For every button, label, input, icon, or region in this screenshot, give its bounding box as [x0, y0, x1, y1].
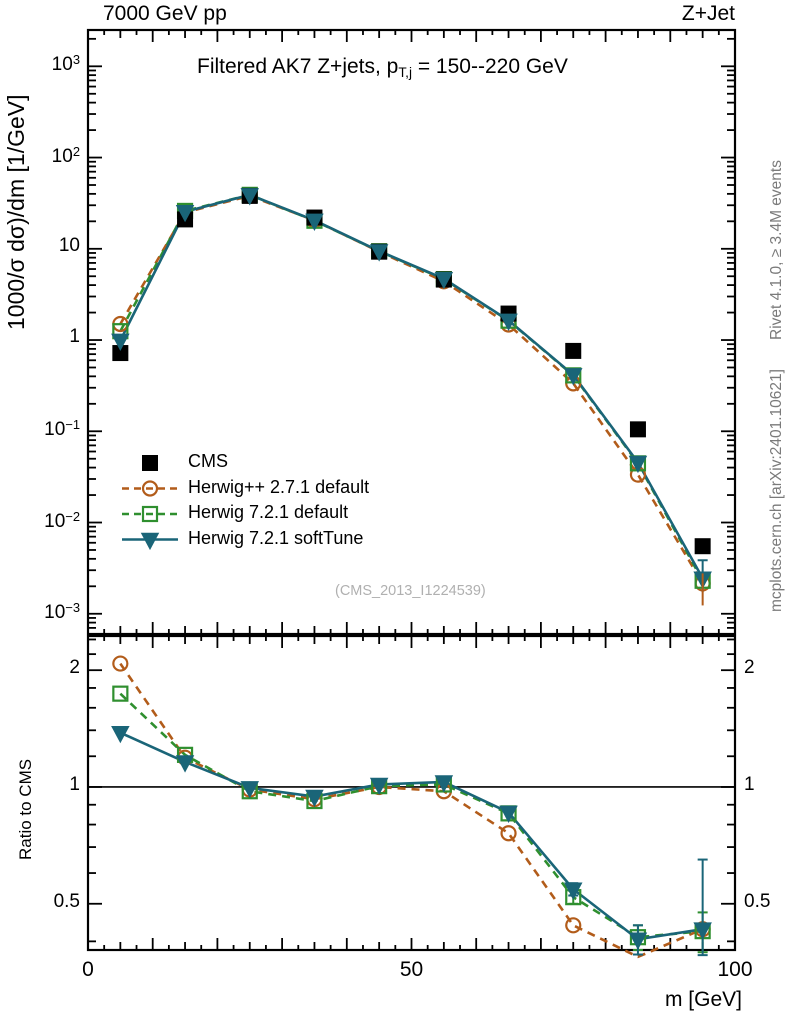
data-marker-triangle-down — [369, 244, 389, 262]
data-marker-square-open — [112, 685, 129, 702]
plot-title: Filtered AK7 Z+jets, pT,j = 150--220 GeV — [197, 55, 568, 80]
ratio-y-tick-label-right-0: 2 — [744, 657, 755, 679]
main-y-tick-label-6: 10−3 — [44, 599, 80, 623]
ratio-y-tick-label-right-2: 0.5 — [744, 890, 771, 912]
legend-label-1: Herwig++ 2.7.1 default — [188, 476, 370, 497]
main-y-tick-label-1: 102 — [51, 143, 80, 167]
data-marker-triangle-down — [499, 313, 518, 332]
data-marker-square-filled — [565, 342, 582, 359]
ratio-y-tick-label-left-2: 0.5 — [53, 890, 80, 912]
data-marker-triangle-down — [693, 922, 712, 940]
data-marker-triangle-down — [111, 725, 130, 744]
data-marker-triangle-down — [434, 271, 454, 290]
main-y-tick-label-3: 1 — [69, 326, 80, 348]
legend-label-2: Herwig 7.2.1 default — [188, 502, 349, 522]
data-marker-square-filled — [142, 455, 158, 471]
ratio-y-tick-label-left-0: 2 — [69, 657, 80, 679]
data-marker-triangle-down — [564, 368, 583, 386]
analysis-id-watermark: (CMS_2013_I1224539) — [335, 583, 486, 599]
ratio-panel-frame — [86, 634, 737, 952]
data-marker-triangle-down — [240, 781, 259, 799]
data-marker-triangle-down — [175, 204, 195, 223]
data-marker-triangle-down — [499, 805, 518, 823]
data-marker-triangle-down — [369, 777, 389, 796]
ratio-y-tick-label-right-1: 1 — [744, 773, 755, 795]
ratio-series-line — [119, 662, 704, 959]
plot-title-sub: T,j — [398, 64, 412, 80]
data-marker-triangle-down — [175, 755, 195, 773]
data-marker-triangle-down — [240, 188, 259, 206]
data-marker-circle-open — [112, 655, 129, 672]
data-marker-triangle-down — [111, 333, 130, 352]
series-line — [119, 193, 704, 579]
plot-title-post: = 150--220 GeV — [412, 55, 568, 78]
data-marker-circle-open — [141, 480, 159, 497]
x-tick-label-2: 100 — [717, 958, 753, 981]
data-marker-circle-open — [565, 917, 582, 934]
data-marker-square-filled — [112, 345, 129, 362]
x-axis-label: m [GeV] — [664, 988, 742, 1011]
data-marker-triangle-down — [628, 455, 648, 474]
data-marker-triangle-down — [564, 882, 583, 900]
ratio-y-tick-label-left-1: 1 — [69, 773, 80, 795]
data-marker-square-open — [141, 505, 159, 523]
data-marker-triangle-down — [628, 932, 648, 950]
plot-title-pre: Filtered AK7 Z+jets, p — [197, 55, 399, 78]
main-y-tick-label-4: 10−1 — [44, 417, 80, 441]
data-marker-triangle-down — [434, 775, 454, 793]
main-y-tick-label-0: 103 — [51, 52, 80, 76]
legend-label-3: Herwig 7.2.1 softTune — [188, 527, 364, 548]
data-marker-circle-open — [500, 825, 517, 842]
ratio-series-line — [119, 692, 703, 939]
legend-label-0: CMS — [188, 451, 228, 471]
x-tick-label-0: 0 — [82, 958, 94, 981]
header-process-label: Z+Jet — [681, 2, 735, 25]
main-y-tick-label-5: 10−2 — [44, 508, 80, 532]
x-tick-label-1: 50 — [399, 958, 424, 981]
data-marker-square-filled — [694, 538, 711, 555]
main-y-tick-label-2: 10 — [58, 234, 80, 256]
data-marker-triangle-down — [140, 532, 160, 551]
data-marker-square-filled — [629, 421, 646, 438]
ratio-series-line — [119, 731, 703, 941]
main-panel-frame — [86, 28, 737, 636]
series-line — [119, 194, 704, 585]
header-beam-label: 7000 GeV pp — [103, 2, 227, 25]
data-marker-triangle-down — [305, 789, 324, 808]
data-marker-triangle-down — [305, 213, 324, 231]
